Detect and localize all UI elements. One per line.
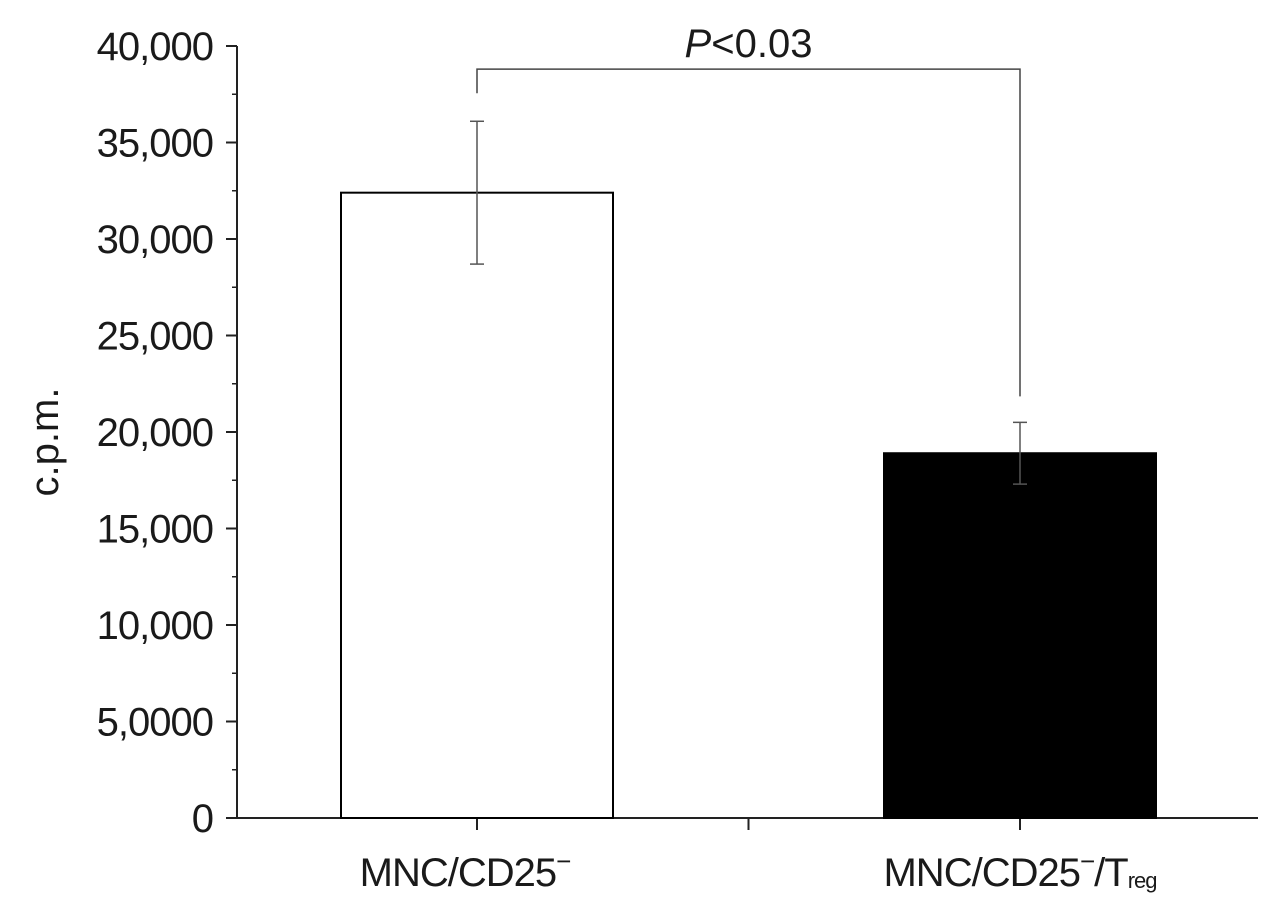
y-tick-label: 10,000 — [97, 604, 213, 648]
significance-annotation: P<0.03 — [476, 22, 1021, 397]
bar-2 — [883, 452, 1157, 819]
x-category-label-1: MNC/CD25− — [360, 846, 571, 895]
error-bars — [470, 120, 1027, 485]
category-main-text: MNC/CD25 — [883, 851, 1079, 895]
significance-bracket — [476, 68, 1021, 397]
bars — [340, 191, 1157, 819]
p-value-label: P<0.03 — [685, 22, 813, 66]
y-axis-label: c.p.m. — [23, 388, 67, 497]
category-suffix-text: /T — [1094, 851, 1128, 895]
category-superscript: − — [556, 846, 570, 876]
y-tick-label: 5,0000 — [97, 701, 213, 745]
category-superscript: − — [1080, 846, 1094, 876]
y-tick-label: 20,000 — [97, 411, 213, 455]
labels: 0 5,0000 10,000 15,000 20,000 25,000 30,000 35,… — [23, 25, 1158, 895]
y-tick-label: 40,000 — [97, 25, 213, 69]
y-tick-label: 35,000 — [97, 122, 213, 166]
x-category-label-2: MNC/CD25−/Treg — [883, 846, 1156, 895]
bar-1 — [340, 191, 614, 819]
category-main-text: MNC/CD25 — [360, 851, 556, 895]
p-value-symbol: P — [685, 22, 712, 66]
p-value-threshold: <0.03 — [711, 22, 812, 66]
y-tick-label: 25,000 — [97, 315, 213, 359]
category-subscript: reg — [1128, 868, 1157, 893]
y-tick-label: 15,000 — [97, 508, 213, 552]
y-tick-label: 0 — [192, 797, 213, 841]
y-tick-label: 30,000 — [97, 218, 213, 262]
